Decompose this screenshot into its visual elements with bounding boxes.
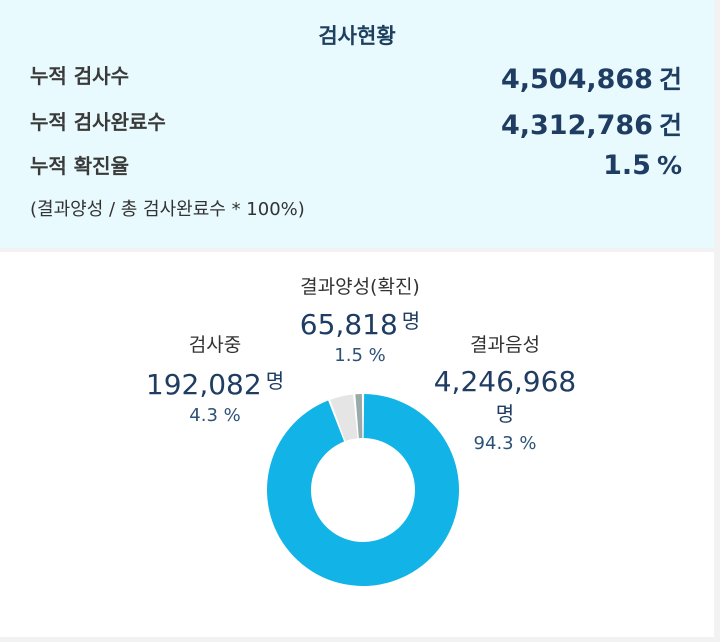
positive-count-unit: 명 xyxy=(401,309,421,333)
in-progress-percent: 4.3 % xyxy=(189,405,241,426)
negative-slice xyxy=(267,394,459,586)
in-progress-category-label: 검사중 xyxy=(188,334,242,356)
completed-tests-number: 4,312,786 xyxy=(500,110,653,141)
in-progress-count-unit: 명 xyxy=(265,369,285,393)
confirmed-rate-unit: % xyxy=(656,151,682,180)
confirmed-rate-value: 1.5% xyxy=(603,150,682,181)
total-tests-unit: 건 xyxy=(658,65,682,94)
completed-tests-unit: 건 xyxy=(658,111,682,140)
completed-tests-value: 4,312,786 건 xyxy=(501,106,682,142)
total-tests-label: 누적 검사수 xyxy=(30,64,129,88)
positive-count: 65,818 xyxy=(299,308,398,341)
in-progress-count: 192,082 xyxy=(145,368,262,401)
summary-panel: 검사현황 누적 검사수 4,504,868 건 누적 검사완료수 4,312,78… xyxy=(0,0,714,248)
positive-percent: 1.5 % xyxy=(334,345,386,366)
positive-category-label: 결과양성(확진) xyxy=(300,276,420,298)
in-progress-slice xyxy=(330,394,358,442)
negative-count-unit: 명 xyxy=(495,402,515,426)
confirmed-rate-number: 1.5 xyxy=(603,150,651,181)
positive-count-line: 65,818 명 xyxy=(270,305,450,341)
total-tests-number: 4,504,868 xyxy=(500,64,653,95)
donut-chart-area: 결과양성(확진) 65,818 명 1.5 % 검사중 192,082 명 4.3 … xyxy=(0,252,714,637)
summary-title: 검사현황 xyxy=(318,24,396,48)
positive-label-group: 결과양성(확진) 65,818 명 1.5 % xyxy=(270,272,450,366)
negative-category-label: 결과음성 xyxy=(470,334,540,356)
negative-label-group: 결과음성 4,246,968 명 94.3 % xyxy=(425,330,585,454)
confirmed-rate-formula-note: (결과양성 / 총 검사완료수 * 100%) xyxy=(30,199,305,220)
total-tests-value: 4,504,868 건 xyxy=(501,60,682,96)
donut-slices xyxy=(267,394,459,586)
completed-tests-label: 누적 검사완료수 xyxy=(30,110,166,134)
in-progress-label-group: 검사중 192,082 명 4.3 % xyxy=(130,330,300,426)
negative-count: 4,246,968 xyxy=(433,365,577,398)
in-progress-count-line: 192,082 명 xyxy=(130,365,300,401)
confirmed-rate-label: 누적 확진율 xyxy=(30,154,129,178)
positive-slice xyxy=(355,394,363,439)
negative-percent: 94.3 % xyxy=(473,433,537,454)
donut-chart xyxy=(267,394,459,586)
